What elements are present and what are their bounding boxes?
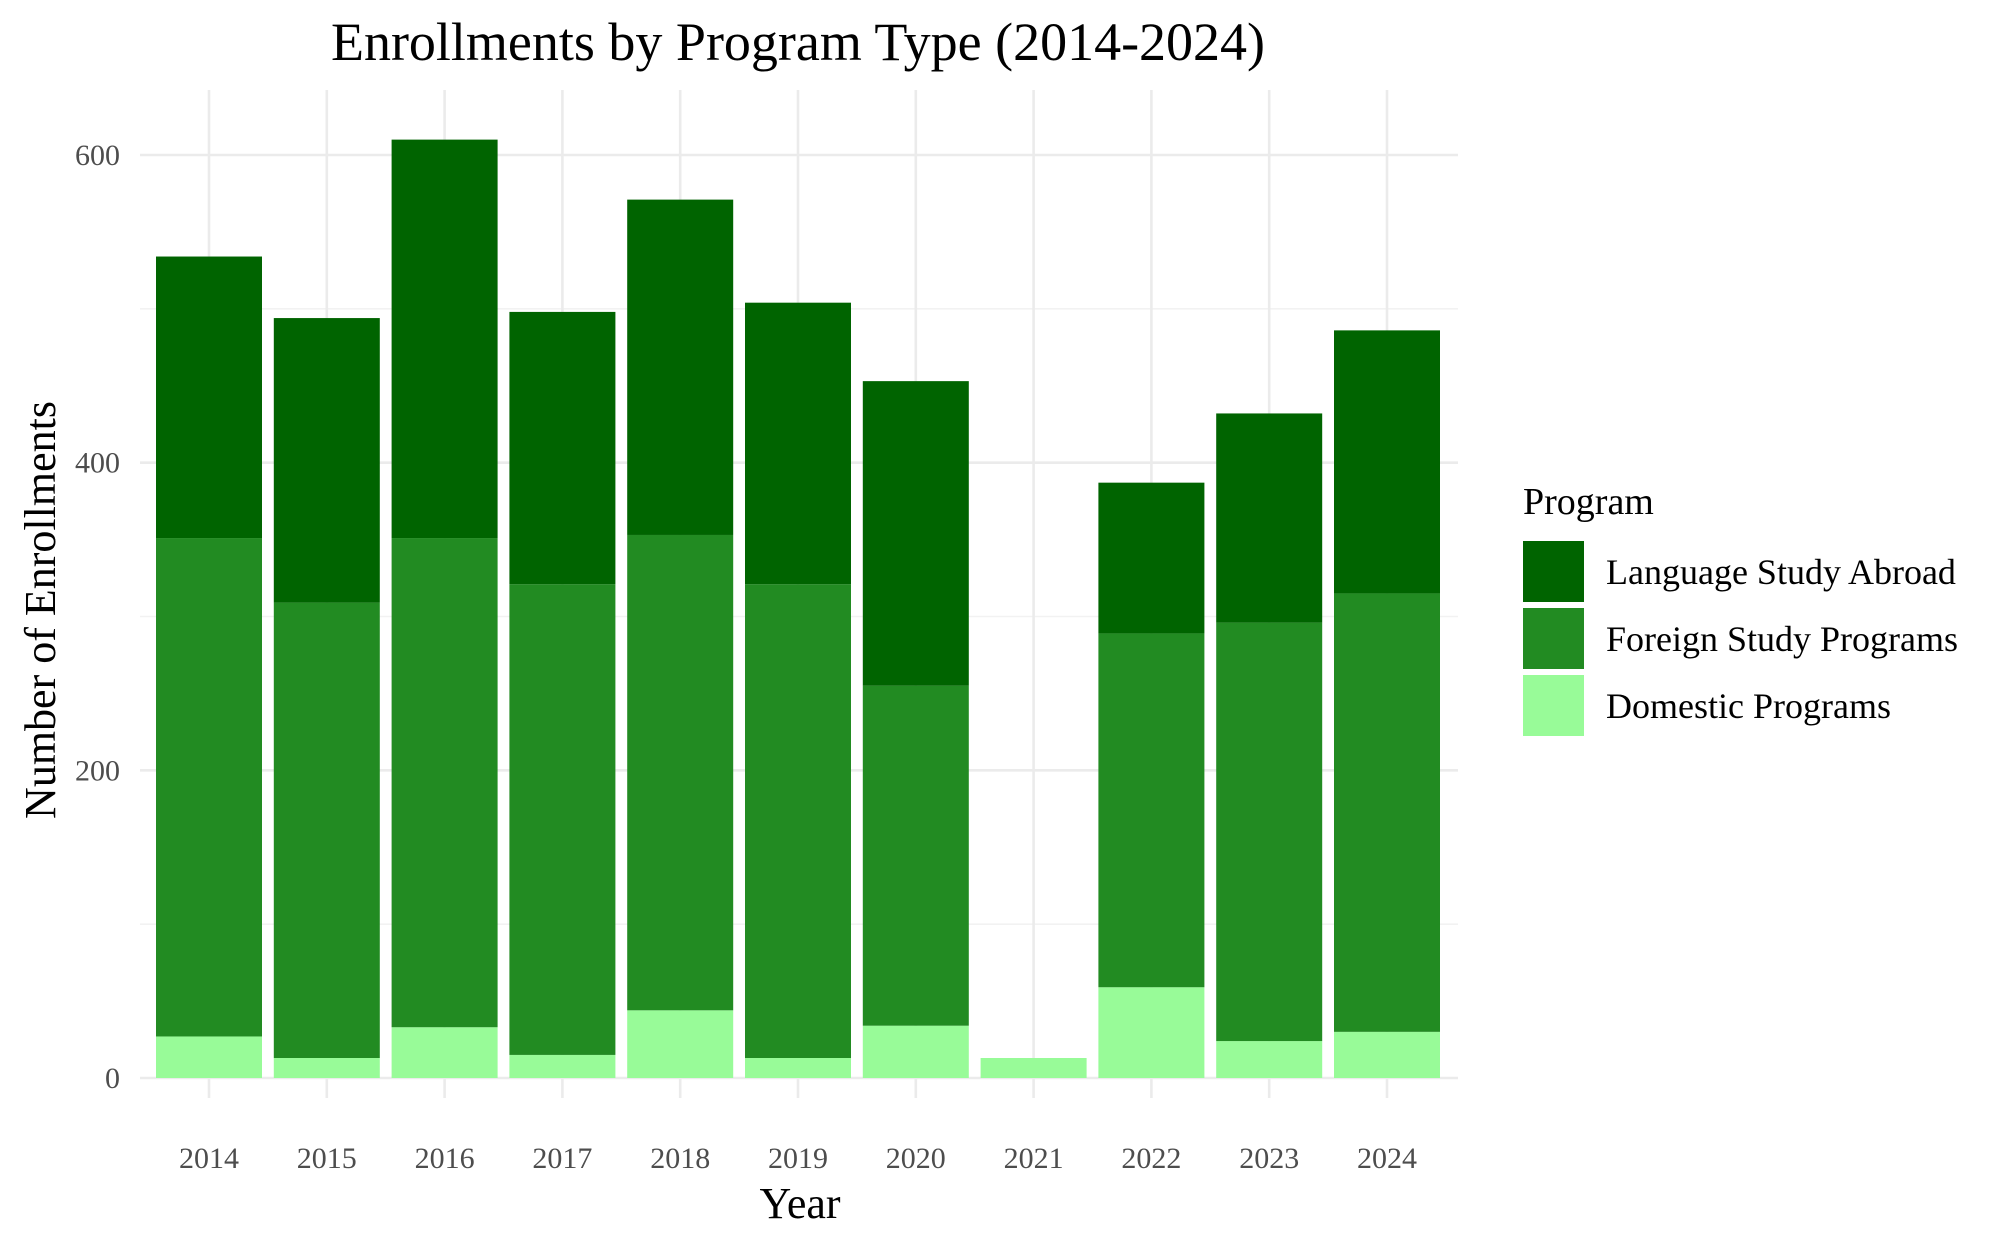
bar-segment-language-study-abroad: [745, 302, 851, 585]
legend-swatch: [1523, 608, 1584, 669]
bar-stack-2022: [1098, 482, 1205, 1078]
bar-segment-foreign-study-programs: [862, 685, 969, 1026]
bar-stack-2017: [509, 311, 616, 1078]
bar-segment-language-study-abroad: [156, 256, 262, 539]
bar-segment-language-study-abroad: [1098, 482, 1205, 634]
bar-stack-2024: [1334, 330, 1440, 1078]
bar-stack-2019: [745, 302, 851, 1078]
bar-stack-2018: [627, 199, 734, 1078]
bar-segment-domestic-programs: [509, 1054, 616, 1078]
x-axis-ticks: 2014 2015 2016 2017 2018 2019 2020 2021 2022 2023…: [179, 1142, 1417, 1175]
bar-segment-foreign-study-programs: [1216, 622, 1323, 1042]
bar-segment-foreign-study-programs: [509, 584, 616, 1055]
bar-segment-language-study-abroad: [862, 381, 969, 686]
bar-segment-foreign-study-programs: [1334, 593, 1440, 1032]
bar-segment-language-study-abroad: [1216, 413, 1323, 623]
x-axis-title: Year: [759, 1179, 840, 1228]
x-tick-label: 2014: [179, 1142, 239, 1175]
chart-title: Enrollments by Program Type (2014-2024): [331, 12, 1265, 72]
bar-segment-language-study-abroad: [627, 199, 734, 535]
bar-stack-2015: [273, 318, 380, 1078]
bar-stack-2020: [862, 381, 969, 1078]
bar-segment-domestic-programs: [862, 1025, 969, 1078]
bar-segment-domestic-programs: [391, 1027, 498, 1078]
bar-stack-2023: [1216, 413, 1323, 1078]
x-tick-label: 2020: [886, 1142, 946, 1175]
bar-segment-domestic-programs: [1098, 987, 1205, 1078]
bar-segment-foreign-study-programs: [1098, 633, 1205, 988]
legend-label: Domestic Programs: [1606, 686, 1891, 726]
x-tick-label: 2021: [1004, 1142, 1064, 1175]
y-axis-ticks: 0 200 400 600: [75, 139, 120, 1095]
legend-label: Foreign Study Programs: [1606, 619, 1958, 659]
bar-stack-2021: [980, 1058, 1087, 1078]
x-tick-label: 2022: [1121, 1142, 1181, 1175]
legend-label: Language Study Abroad: [1606, 552, 1956, 592]
bar-segment-foreign-study-programs: [745, 584, 851, 1059]
bar-segment-domestic-programs: [273, 1058, 380, 1078]
bar-segment-foreign-study-programs: [273, 602, 380, 1059]
y-tick-label: 0: [105, 1062, 120, 1095]
x-tick-label: 2019: [768, 1142, 828, 1175]
y-tick-label: 200: [75, 754, 120, 787]
bar-segment-foreign-study-programs: [156, 538, 262, 1037]
bar-stack-2014: [156, 256, 262, 1078]
x-tick-label: 2017: [532, 1142, 592, 1175]
bars: [156, 139, 1440, 1078]
x-tick-label: 2024: [1357, 1142, 1417, 1175]
bar-segment-domestic-programs: [980, 1058, 1087, 1078]
legend: Program Language Study Abroad Foreign Stu…: [1523, 481, 1958, 736]
y-tick-label: 600: [75, 139, 120, 172]
y-tick-label: 400: [75, 447, 120, 480]
bar-segment-foreign-study-programs: [391, 538, 498, 1028]
bar-segment-language-study-abroad: [1334, 330, 1440, 594]
x-tick-label: 2023: [1239, 1142, 1299, 1175]
bar-segment-foreign-study-programs: [627, 534, 734, 1011]
bar-stack-2016: [391, 139, 498, 1078]
bar-segment-domestic-programs: [745, 1058, 851, 1078]
legend-title: Program: [1523, 481, 1654, 523]
y-axis-title: Number of Enrollments: [16, 401, 65, 819]
bar-segment-language-study-abroad: [273, 318, 380, 603]
x-tick-label: 2016: [415, 1142, 475, 1175]
bar-segment-domestic-programs: [1334, 1031, 1440, 1078]
x-tick-label: 2018: [650, 1142, 710, 1175]
bar-segment-domestic-programs: [627, 1010, 734, 1078]
bar-segment-language-study-abroad: [391, 139, 498, 539]
legend-swatch: [1523, 675, 1584, 736]
legend-swatch: [1523, 541, 1584, 602]
bar-segment-domestic-programs: [156, 1036, 262, 1078]
bar-segment-language-study-abroad: [509, 311, 616, 585]
x-tick-label: 2015: [297, 1142, 357, 1175]
bar-segment-domestic-programs: [1216, 1041, 1323, 1078]
